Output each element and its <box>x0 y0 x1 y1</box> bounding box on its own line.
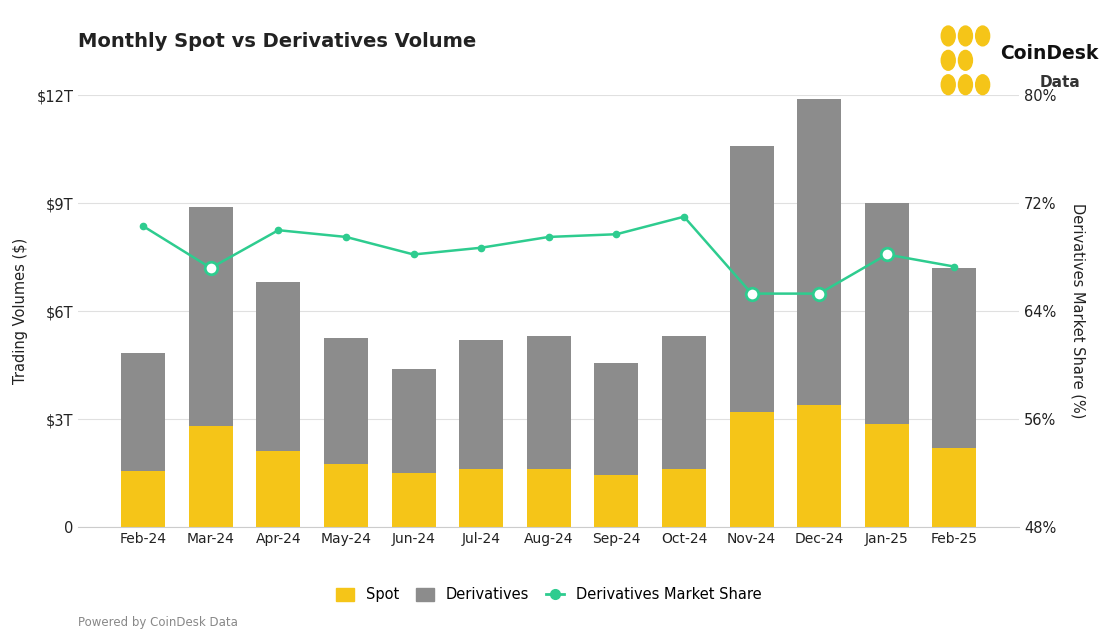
Bar <box>459 340 503 469</box>
Circle shape <box>941 75 955 95</box>
Bar <box>324 338 368 464</box>
Circle shape <box>959 26 972 46</box>
Bar <box>459 469 503 527</box>
Bar <box>865 424 908 527</box>
Circle shape <box>959 50 972 70</box>
Circle shape <box>941 50 955 70</box>
Bar <box>933 448 977 527</box>
Legend: Spot, Derivatives, Derivatives Market Share: Spot, Derivatives, Derivatives Market Sh… <box>336 587 762 603</box>
Y-axis label: Derivatives Market Share (%): Derivatives Market Share (%) <box>1071 203 1085 419</box>
Text: Powered by CoinDesk Data: Powered by CoinDesk Data <box>78 616 239 629</box>
Bar <box>865 203 908 424</box>
Bar <box>729 412 774 527</box>
Bar <box>189 426 233 527</box>
Bar <box>729 145 774 412</box>
Y-axis label: Trading Volumes ($): Trading Volumes ($) <box>13 238 28 384</box>
Bar <box>256 451 300 527</box>
Bar <box>121 352 165 471</box>
Text: Monthly Spot vs Derivatives Volume: Monthly Spot vs Derivatives Volume <box>78 32 477 51</box>
Bar <box>662 337 706 469</box>
Text: CoinDesk: CoinDesk <box>1000 44 1099 64</box>
Text: Data: Data <box>1040 75 1081 90</box>
Bar <box>595 475 638 527</box>
Bar <box>595 363 638 475</box>
Bar <box>797 99 841 404</box>
Circle shape <box>976 26 990 46</box>
Circle shape <box>941 26 955 46</box>
Bar <box>526 337 571 469</box>
Bar <box>324 464 368 527</box>
Bar <box>662 469 706 527</box>
Circle shape <box>976 75 990 95</box>
Bar <box>797 404 841 527</box>
Bar <box>392 473 436 527</box>
Bar <box>392 369 436 473</box>
Bar <box>189 207 233 426</box>
Circle shape <box>959 75 972 95</box>
Bar <box>256 283 300 451</box>
Bar <box>526 469 571 527</box>
Bar <box>933 268 977 448</box>
Bar <box>121 471 165 527</box>
